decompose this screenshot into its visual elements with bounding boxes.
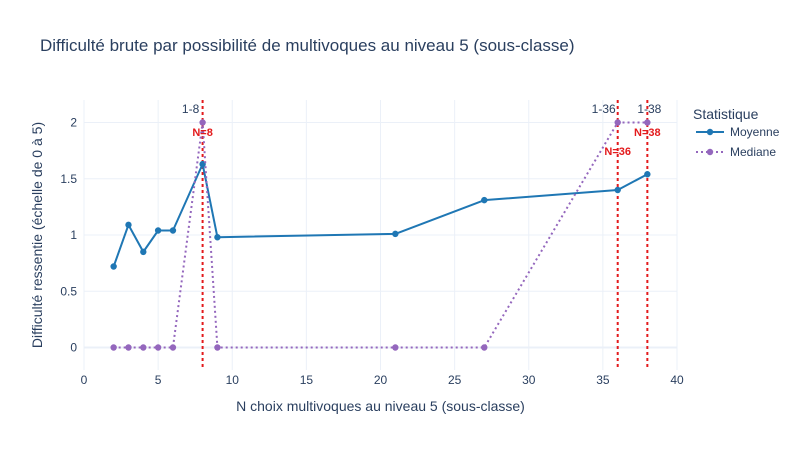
annotation-top-label: 1-8 [182,102,200,116]
y-tick-label: 0.5 [60,284,77,298]
series-point-moyenne [140,248,147,256]
x-tick-label: 15 [300,373,314,387]
series-point-moyenne [199,160,206,168]
legend-title: Statistique [693,106,759,122]
x-tick-label: 0 [81,373,88,387]
legend: Statistique Moyenne Mediane [693,106,780,159]
series-point-moyenne [125,221,132,229]
series-point-moyenne [214,234,221,241]
series-point-mediane [199,119,206,126]
series-point-mediane [110,344,117,351]
series-point-moyenne [614,186,621,194]
series-point-mediane [214,344,221,351]
x-tick-label: 40 [670,373,684,387]
annotation-n-label: N=38 [634,127,661,139]
x-tick-label: 35 [596,373,610,387]
x-axis-ticks: 0 5 10 15 20 25 30 35 40 [81,373,684,387]
x-tick-label: 25 [448,373,462,387]
y-axis-title: Difficulté ressentie (échelle de 0 à 5) [29,122,45,348]
annotation-top-label: 1-38 [637,102,661,116]
series-point-mediane [154,344,162,351]
annotation-labels: 1-8 N=8 1-36 N=36 1-38 N=38 [182,102,662,158]
series-point-mediane [125,344,132,351]
series-point-mediane [140,344,147,351]
legend-label-mediane: Mediane [730,145,776,159]
x-tick-label: 20 [374,373,388,387]
series-point-moyenne [392,230,399,238]
chart-title: Difficulté brute par possibilité de mult… [40,36,575,55]
y-tick-label: 0 [70,341,77,355]
legend-marker-mediane [706,148,714,156]
annotation-lines [201,100,649,370]
x-tick-label: 10 [226,373,240,387]
series-point-mediane [481,344,488,351]
series-point-moyenne [110,263,117,270]
x-axis-title: N choix multivoques au niveau 5 (sous-cl… [236,398,525,414]
series-point-mediane [169,344,177,351]
annotation-top-label: 1-36 [592,102,616,116]
y-axis-ticks: 0 0.5 1 1.5 2 [60,116,77,355]
x-tick-label: 30 [522,373,536,387]
annotation-n-label: N=36 [604,146,631,158]
y-tick-label: 1.5 [60,172,77,186]
series-point-mediane [392,344,399,351]
y-tick-label: 2 [70,116,77,130]
y-tick-label: 1 [70,228,77,242]
series-point-moyenne [154,227,162,234]
legend-marker-moyenne [706,128,714,136]
series-point-moyenne [481,196,488,204]
legend-label-moyenne: Moyenne [730,125,780,139]
series-point-mediane [644,119,651,126]
series-layer [110,119,651,351]
x-tick-label: 5 [155,373,162,387]
series-point-moyenne [644,171,651,178]
series-point-moyenne [169,227,177,234]
annotation-n-label: N=8 [192,127,213,139]
series-point-mediane [614,119,621,126]
